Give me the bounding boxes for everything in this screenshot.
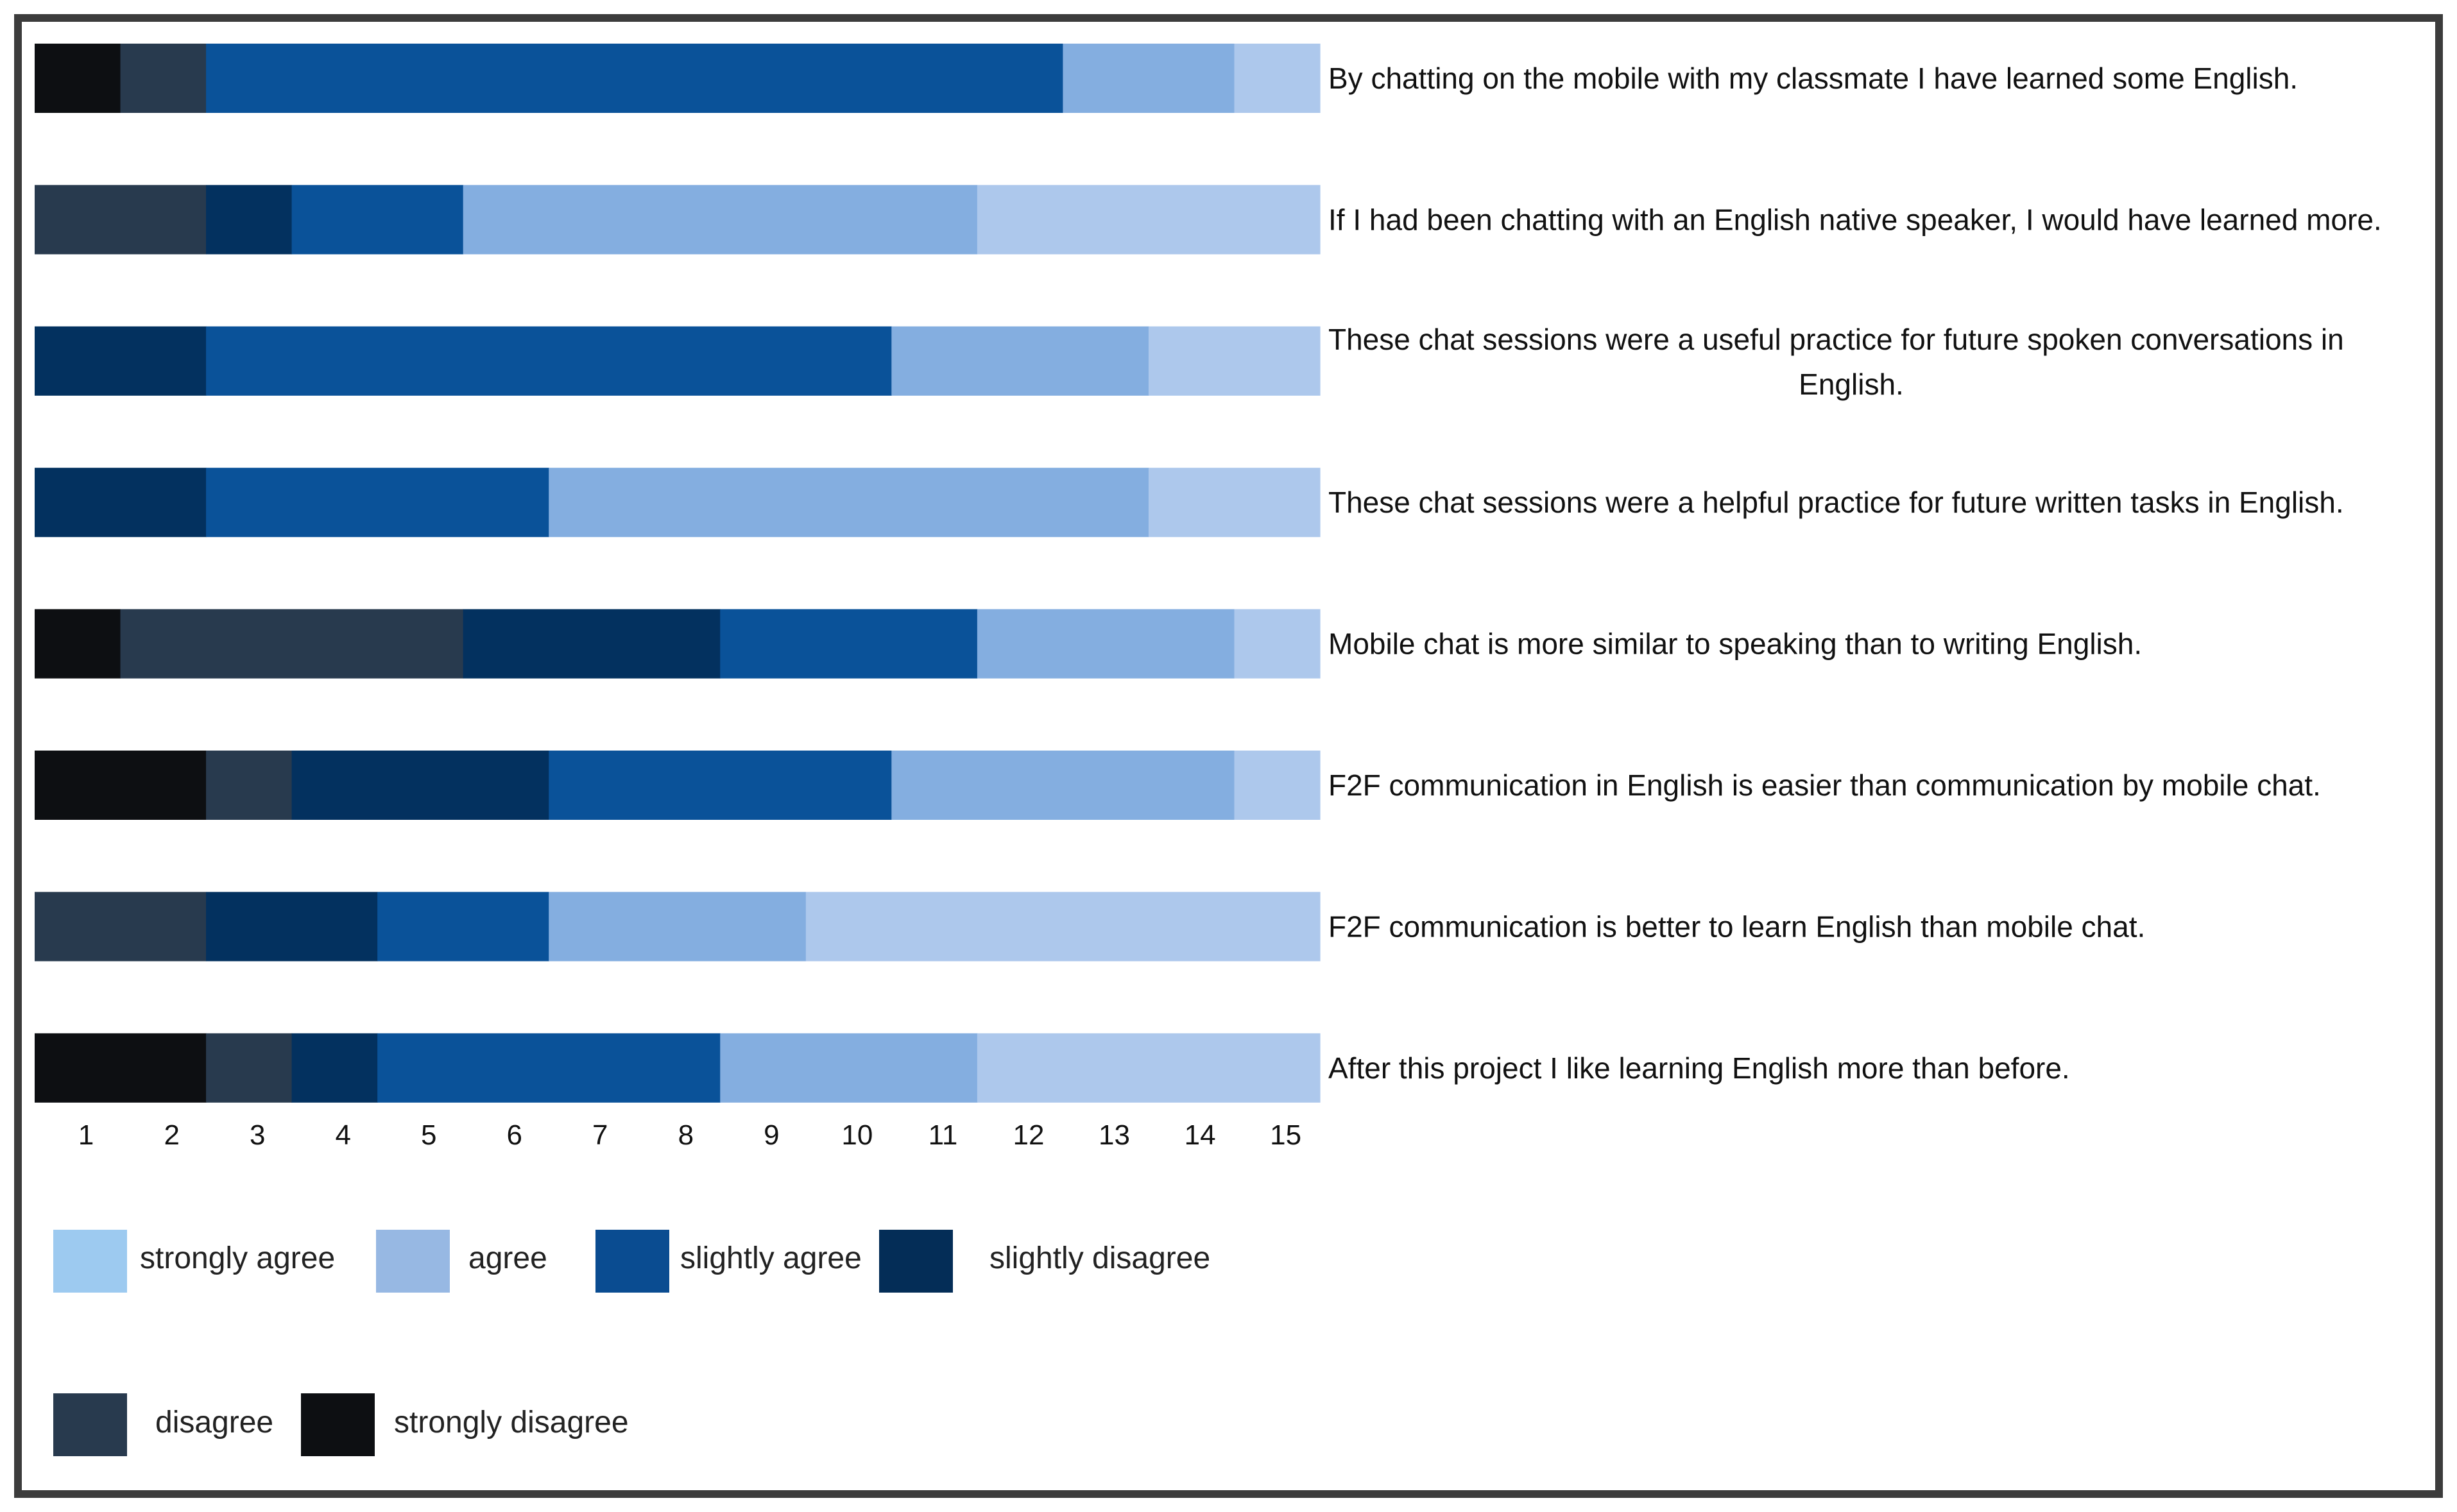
x-tick-label: 12 [1013,1119,1045,1151]
bar-segment-agree [549,892,807,962]
bar-segment-strongly-disagree [35,1033,207,1103]
statement-label: These chat sessions were a useful practi… [1328,323,2344,356]
bar-row-6 [35,751,1321,820]
bar-segment-slightly-disagree [35,468,207,538]
legend: strongly agree agree slightly agree slightl… [53,1230,1210,1456]
bar-segment-strongly-agree [1148,326,1321,396]
bar-segment-slightly-agree [206,326,892,396]
bar-segment-slightly-disagree [291,1033,378,1103]
legend-item-strongly-agree: strongly agree [53,1230,335,1293]
bar-segment-strongly-agree [977,185,1321,255]
x-tick-label: 14 [1185,1119,1216,1151]
statement-label: F2F communication is better to learn Eng… [1328,910,2145,943]
legend-label: agree [468,1241,547,1275]
legend-label: slightly agree [680,1241,862,1275]
bar-segment-agree [463,185,978,255]
bar-segment-strongly-agree [1148,468,1321,538]
legend-label: disagree [155,1406,273,1440]
bar-segment-agree [891,326,1149,396]
bar-segment-disagree [120,609,464,679]
x-tick-label: 1 [78,1119,94,1151]
x-axis-ticks: 1 2 3 4 5 6 7 8 9 10 11 12 13 14 15 [78,1119,1301,1151]
bar-segment-strongly-disagree [35,751,207,820]
bar-segment-slightly-disagree [206,892,378,962]
bar-segment-strongly-disagree [35,609,121,679]
statement-label: Mobile chat is more similar to speaking … [1328,627,2142,661]
bar-segment-agree [891,751,1235,820]
statement-label-continued: English. [1799,368,1904,401]
x-tick-label: 15 [1270,1119,1301,1151]
bars-layer [35,44,1321,1103]
bar-segment-slightly-agree [206,44,1063,113]
legend-label: strongly disagree [394,1406,629,1440]
x-tick-label: 13 [1099,1119,1130,1151]
legend-label: slightly disagree [989,1241,1210,1275]
x-tick-label: 6 [507,1119,522,1151]
bar-row-5 [35,609,1321,679]
legend-swatch [53,1393,127,1456]
bar-row-8 [35,1033,1321,1103]
bar-segment-strongly-agree [1234,609,1321,679]
bar-segment-agree [549,468,1149,538]
statement-label: After this project I like learning Engli… [1328,1051,2070,1085]
legend-item-disagree: disagree [53,1393,273,1456]
bar-row-1 [35,44,1321,113]
bar-segment-strongly-agree [805,892,1321,962]
bar-segment-slightly-disagree [35,326,207,396]
bar-segment-strongly-disagree [35,44,121,113]
x-tick-label: 11 [929,1119,958,1151]
legend-label: strongly agree [140,1241,335,1275]
bar-segment-slightly-agree [206,468,549,538]
bar-row-2 [35,185,1321,255]
x-tick-label: 3 [250,1119,265,1151]
bar-segment-agree [977,609,1235,679]
bar-segment-slightly-disagree [291,751,549,820]
x-tick-label: 5 [421,1119,436,1151]
legend-item-slightly-agree: slightly agree [595,1230,862,1293]
bar-segment-slightly-disagree [206,185,293,255]
statement-labels: By chatting on the mobile with my classm… [1328,62,2382,1085]
bar-segment-agree [1063,44,1235,113]
bar-segment-strongly-agree [1234,44,1321,113]
x-tick-label: 8 [678,1119,694,1151]
statement-label: These chat sessions were a helpful pract… [1328,486,2344,519]
bar-segment-disagree [35,185,207,255]
statement-label: If I had been chatting with an English n… [1328,203,2382,236]
legend-item-agree: agree [376,1230,547,1293]
x-tick-label: 4 [335,1119,350,1151]
bar-row-4 [35,468,1321,538]
bar-segment-slightly-disagree [463,609,721,679]
legend-swatch [53,1230,127,1293]
bar-segment-strongly-agree [977,1033,1321,1103]
legend-swatch [376,1230,450,1293]
bar-segment-slightly-agree [377,1033,721,1103]
bar-row-7 [35,892,1321,962]
legend-swatch [879,1230,953,1293]
bar-segment-disagree [206,751,293,820]
x-tick-label: 7 [592,1119,608,1151]
statement-label: By chatting on the mobile with my classm… [1328,62,2298,95]
bar-segment-disagree [120,44,207,113]
legend-swatch [595,1230,669,1293]
x-tick-label: 9 [764,1119,779,1151]
x-tick-label: 10 [841,1119,873,1151]
legend-swatch [301,1393,375,1456]
bar-segment-disagree [206,1033,293,1103]
bar-segment-slightly-agree [291,185,464,255]
legend-item-strongly-disagree: strongly disagree [301,1393,629,1456]
x-tick-label: 2 [164,1119,179,1151]
statement-label: F2F communication in English is easier t… [1328,769,2321,802]
legend-item-slightly-disagree: slightly disagree [879,1230,1210,1293]
bar-segment-disagree [35,892,207,962]
bar-segment-strongly-agree [1234,751,1321,820]
bar-segment-slightly-agree [377,892,549,962]
bar-segment-slightly-agree [720,609,978,679]
bar-segment-slightly-agree [549,751,892,820]
bar-segment-agree [720,1033,978,1103]
bar-row-3 [35,326,1321,396]
